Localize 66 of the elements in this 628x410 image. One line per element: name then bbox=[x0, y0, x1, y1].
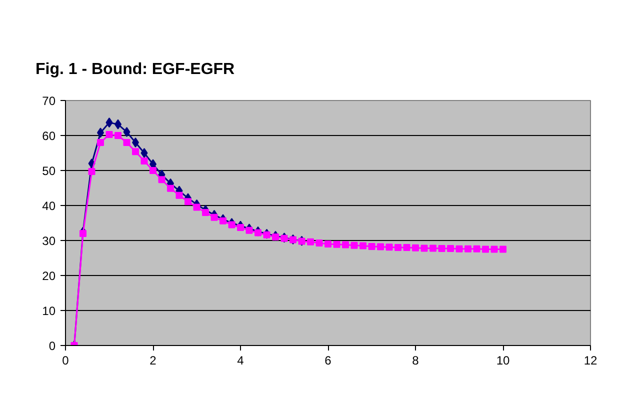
point bbox=[473, 245, 480, 252]
point bbox=[490, 246, 498, 253]
point bbox=[368, 242, 376, 250]
x-tick-label: 6 bbox=[324, 354, 332, 368]
point bbox=[420, 244, 428, 252]
point bbox=[97, 139, 104, 146]
x-tick-label: 2 bbox=[150, 354, 157, 368]
point bbox=[333, 240, 340, 248]
point bbox=[438, 245, 446, 252]
point bbox=[114, 132, 122, 139]
point bbox=[482, 246, 489, 253]
x-tick-label: 0 bbox=[62, 354, 70, 368]
y-tick-label: 60 bbox=[42, 129, 56, 143]
point bbox=[500, 246, 506, 253]
point bbox=[456, 245, 463, 252]
point bbox=[123, 139, 130, 146]
point bbox=[176, 192, 183, 199]
y-tick-label: 40 bbox=[42, 199, 56, 213]
y-tick-label: 20 bbox=[42, 269, 56, 283]
y-tick-label: 0 bbox=[48, 339, 56, 353]
point bbox=[220, 217, 226, 224]
point bbox=[430, 244, 436, 252]
point bbox=[123, 127, 130, 137]
x-tick-label: 8 bbox=[412, 354, 420, 368]
point bbox=[106, 118, 113, 128]
point bbox=[132, 138, 139, 148]
point bbox=[167, 184, 174, 192]
point bbox=[132, 148, 139, 156]
point bbox=[88, 168, 96, 176]
point bbox=[158, 176, 166, 184]
x-tick-label: 10 bbox=[496, 354, 510, 368]
point bbox=[237, 224, 244, 232]
x-tick-label: 12 bbox=[584, 354, 598, 368]
point bbox=[193, 204, 200, 211]
point bbox=[272, 234, 279, 240]
y-tick-label: 30 bbox=[42, 234, 56, 248]
point bbox=[316, 239, 323, 246]
point bbox=[447, 245, 454, 252]
point bbox=[246, 226, 253, 234]
point bbox=[307, 238, 314, 246]
point bbox=[377, 243, 384, 250]
y-tick-label: 70 bbox=[42, 94, 56, 108]
point bbox=[394, 244, 402, 251]
point bbox=[263, 231, 270, 238]
point bbox=[210, 214, 218, 221]
point bbox=[140, 158, 148, 165]
point bbox=[184, 198, 192, 206]
point bbox=[80, 230, 86, 237]
point bbox=[350, 242, 358, 249]
point bbox=[150, 167, 156, 174]
chart-title: Fig. 1 - Bound: EGF-EGFR bbox=[36, 61, 236, 78]
point bbox=[386, 244, 393, 251]
point bbox=[140, 148, 148, 158]
point bbox=[403, 244, 410, 251]
point bbox=[228, 221, 236, 228]
point bbox=[342, 241, 349, 248]
point bbox=[464, 245, 472, 252]
point bbox=[324, 240, 332, 248]
x-tick-label: 4 bbox=[237, 354, 244, 368]
point bbox=[106, 130, 113, 138]
point bbox=[360, 242, 366, 250]
point bbox=[412, 244, 419, 252]
point bbox=[202, 209, 209, 216]
y-tick-label: 50 bbox=[42, 164, 56, 178]
y-tick-label: 10 bbox=[42, 304, 56, 318]
point bbox=[254, 229, 262, 236]
